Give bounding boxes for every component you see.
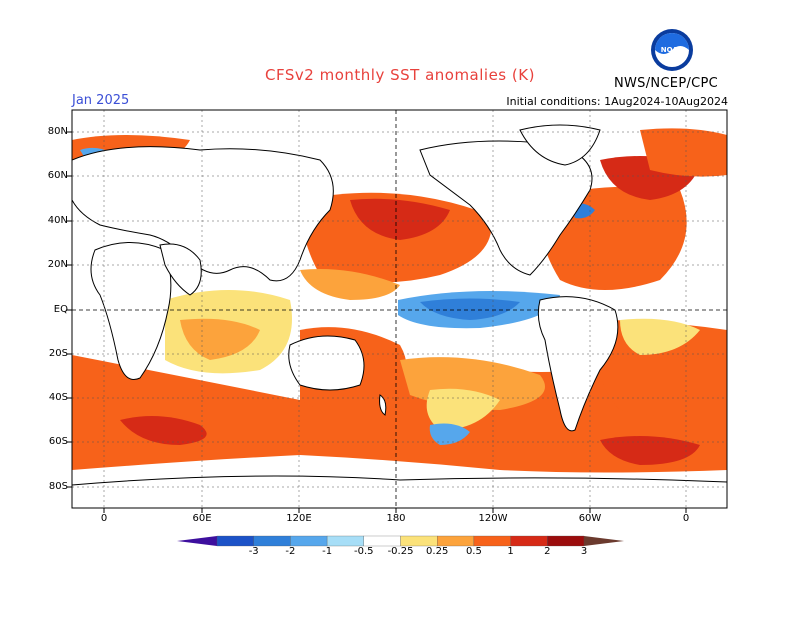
lon-label-180: 180 [386, 513, 406, 524]
land-antarctica [72, 475, 727, 508]
lat-label-80n: 80N [47, 126, 68, 137]
logo-text: NOAA [661, 46, 684, 54]
map-frame [71, 109, 728, 509]
anomaly-cold-patch-south [429, 423, 470, 445]
colorbar-box [216, 535, 254, 547]
colorbar-box [363, 535, 401, 547]
agency-label: NWS/NCEP/CPC [614, 76, 719, 91]
lat-label-80s: 80S [48, 481, 68, 492]
lat-label-40s: 40S [48, 392, 68, 403]
colorbar-label: -2 [285, 546, 296, 557]
lon-label-0-west: 0 [100, 513, 108, 524]
anomaly-arctic-atlantic [640, 128, 727, 177]
lat-label-60n: 60N [47, 170, 68, 181]
lon-label-60w: 60W [578, 513, 602, 524]
lon-label-60e: 60E [192, 513, 212, 524]
land-australia [288, 335, 365, 391]
colorbar-end-max [584, 536, 624, 546]
lat-label-20n: 20N [47, 259, 68, 270]
anomaly-indian-warm [180, 318, 260, 360]
lat-label-eq: EQ [53, 304, 68, 315]
colorbar-box [253, 535, 291, 547]
grid-lines [72, 110, 727, 508]
lon-label-120e: 120E [286, 513, 312, 524]
anomaly-equatorial-cold-core [420, 298, 520, 320]
colorbar-box [326, 535, 364, 547]
lat-label-60s: 60S [48, 436, 68, 447]
colorbar-label: -3 [248, 546, 259, 557]
colorbar-box [400, 535, 438, 547]
colorbar-end-min [177, 536, 217, 546]
anomaly-southern-strong [120, 416, 207, 445]
reference-lines [72, 110, 727, 508]
lon-label-120w: 120W [478, 513, 508, 524]
land-greenland [519, 124, 601, 166]
colorbar-label: -0.25 [387, 546, 414, 557]
colorbar-label: -0.5 [354, 546, 374, 557]
colorbar-box [510, 535, 548, 547]
colorbar-label: 2 [544, 546, 551, 557]
colorbar [177, 535, 624, 547]
chart-title: CFSv2 monthly SST anomalies (K) [265, 66, 535, 84]
axis-ticks [67, 131, 687, 513]
colorbar-box [290, 535, 328, 547]
continents [72, 124, 727, 508]
anomaly-southern-strong-2 [600, 436, 700, 465]
forecast-month: Jan 2025 [72, 93, 130, 108]
colorbar-label: 0.25 [426, 546, 449, 557]
anomaly-tropical-west-pacific [300, 269, 400, 300]
colorbar-box [547, 535, 585, 547]
land-new-zealand [379, 394, 387, 416]
land-europe-asia [72, 146, 334, 282]
lat-label-40n: 40N [47, 215, 68, 226]
lon-label-0-east: 0 [682, 513, 690, 524]
noaa-logo-icon: NOAA [651, 29, 693, 71]
lat-label-20s: 20S [48, 348, 68, 359]
initial-conditions: Initial conditions: 1Aug2024-10Aug2024 [506, 95, 728, 108]
colorbar-label: 3 [580, 546, 588, 557]
anomaly-south-pacific-pale [426, 388, 500, 430]
colorbar-box [473, 535, 511, 547]
colorbar-label: 1 [507, 546, 514, 557]
colorbar-label: 0.5 [465, 546, 482, 557]
colorbar-label: -1 [322, 546, 333, 557]
land-arabia-india [159, 243, 202, 296]
anomaly-north-pacific-strong [350, 198, 450, 240]
colorbar-box [437, 535, 475, 547]
anomaly-south-atlantic-pale [620, 318, 700, 355]
